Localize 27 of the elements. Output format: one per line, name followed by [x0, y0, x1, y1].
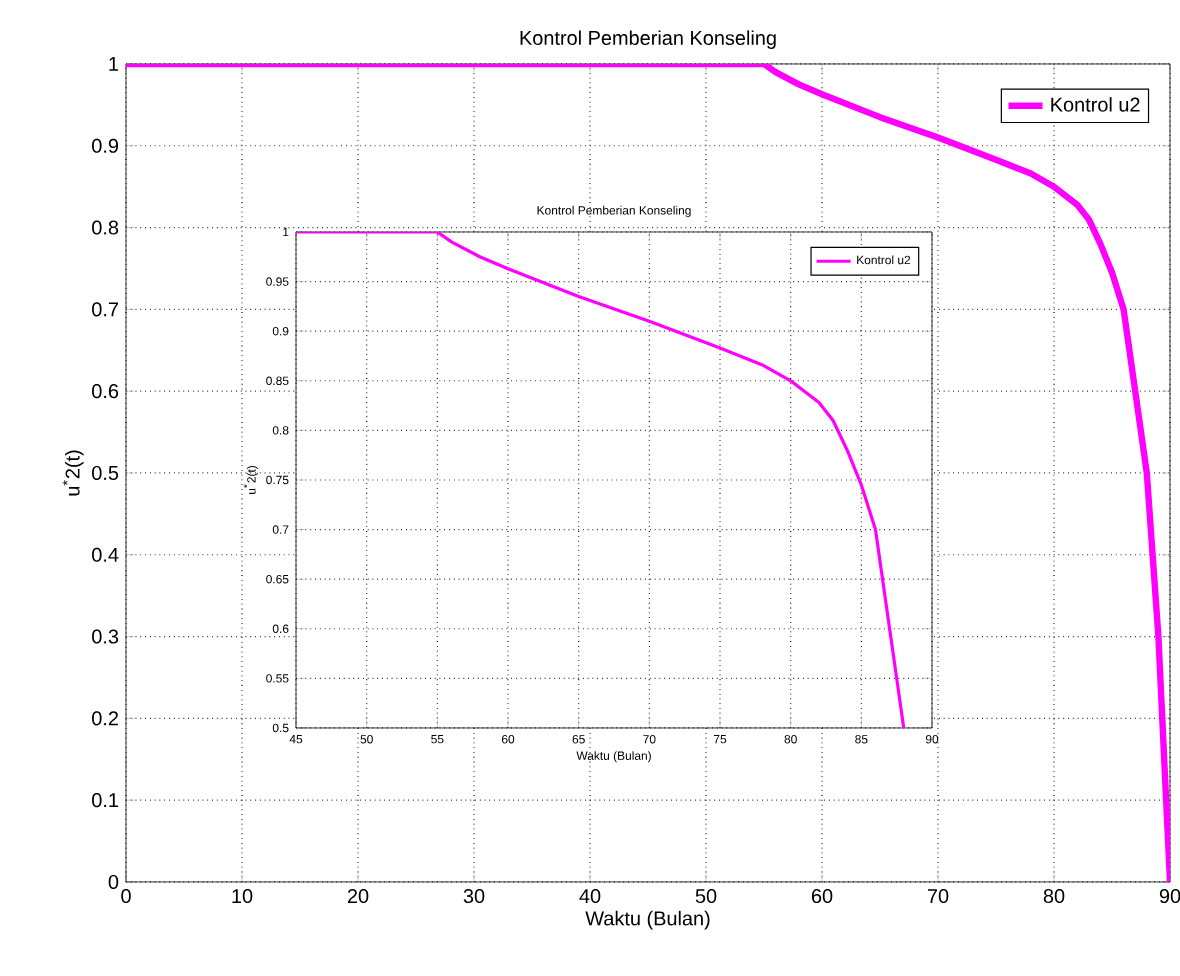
y-tick-label: 0.3	[92, 629, 119, 644]
x-tick-label: 20	[347, 889, 369, 904]
y-tick-label: 1	[109, 57, 119, 71]
y-tick-label: 0.2	[92, 711, 118, 726]
y-tick-label: 0.9	[92, 138, 119, 153]
x-tick-label: 0	[121, 889, 131, 904]
x-axis-title: Waktu (Bulan)	[585, 910, 710, 930]
y-tick-label: 0.4	[92, 547, 119, 562]
y-tick-label: 0.7	[92, 302, 118, 317]
x-tick-label: 60	[811, 889, 833, 904]
x-tick-label: 30	[463, 889, 485, 904]
line-series	[296, 231, 906, 728]
y-tick-label: 0.8	[92, 220, 119, 235]
legend-label: Kontrol u2	[1051, 97, 1140, 112]
x-tick-label: 10	[232, 889, 253, 904]
y-axis-title: u$^{*}$2(t)	[62, 450, 84, 496]
x-tick-label: 50	[695, 889, 717, 904]
x-tick-label: 80	[1043, 889, 1065, 904]
chart-title: Kontrol Pemberian Konseling	[520, 30, 776, 49]
y-tick-label: 0	[108, 874, 119, 890]
y-tick-label: 0.1	[92, 793, 119, 808]
x-tick-label: 40	[579, 889, 601, 904]
y-tick-label: 0.5	[92, 465, 119, 481]
x-tick-label: 70	[927, 889, 949, 904]
line-series	[126, 63, 1170, 882]
x-tick-label: 90	[1159, 889, 1180, 904]
y-tick-label: 0.6	[92, 384, 119, 399]
